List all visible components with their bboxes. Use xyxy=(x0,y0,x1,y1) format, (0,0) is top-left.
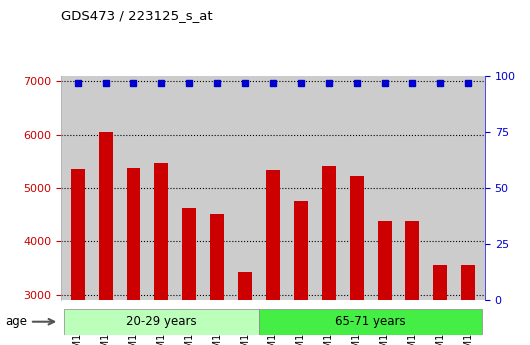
Text: GDS473 / 223125_s_at: GDS473 / 223125_s_at xyxy=(61,9,213,22)
Bar xyxy=(182,208,196,300)
Bar xyxy=(322,166,335,300)
Bar xyxy=(210,214,224,300)
Text: 65-71 years: 65-71 years xyxy=(335,315,406,328)
Bar xyxy=(350,176,364,300)
Bar xyxy=(461,265,475,300)
Bar xyxy=(127,168,140,300)
Bar xyxy=(70,169,85,300)
Bar xyxy=(99,132,112,300)
Bar xyxy=(405,220,419,300)
Bar xyxy=(238,272,252,300)
Bar xyxy=(259,309,482,335)
Bar xyxy=(266,170,280,300)
Text: 20-29 years: 20-29 years xyxy=(126,315,197,328)
Bar xyxy=(154,163,169,300)
Bar xyxy=(294,201,308,300)
Text: age: age xyxy=(5,315,28,328)
Bar xyxy=(434,265,447,300)
Bar xyxy=(64,309,259,335)
Bar xyxy=(377,221,392,300)
